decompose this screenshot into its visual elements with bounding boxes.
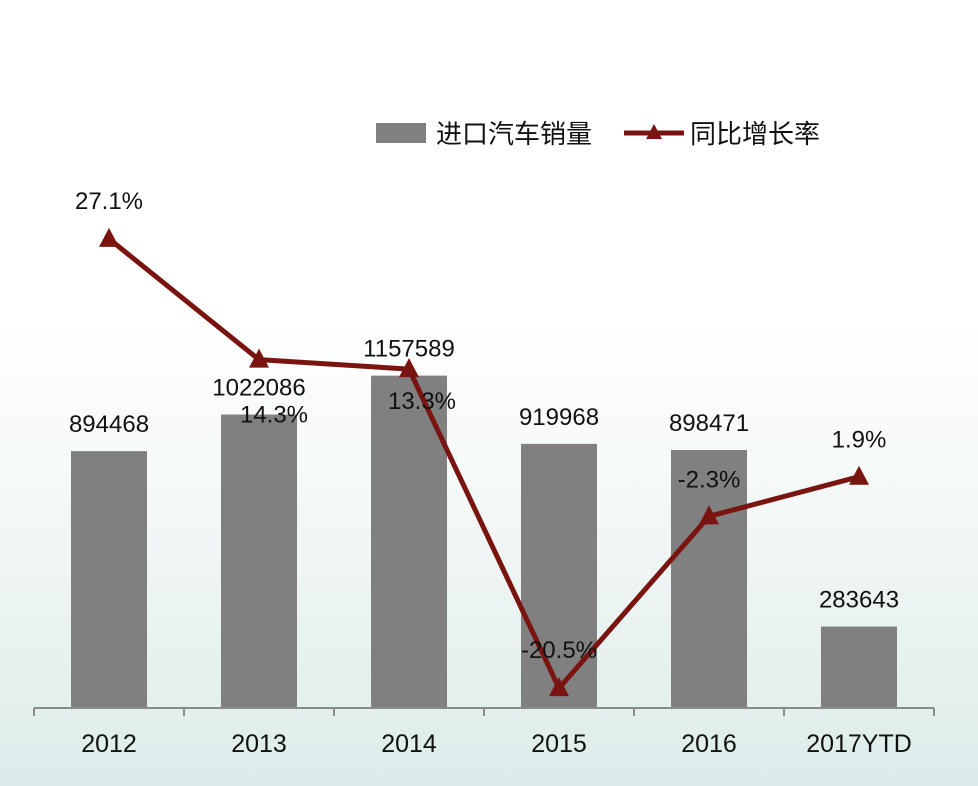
bar — [221, 414, 297, 708]
line-value-label: 27.1% — [75, 188, 143, 215]
line-value-label: 13.3% — [388, 388, 456, 415]
x-tick-label: 2012 — [81, 730, 137, 758]
bar — [821, 626, 897, 708]
growth-rate-line — [107, 236, 860, 691]
bar-value-label: 919968 — [519, 404, 599, 431]
line-value-label: -2.3% — [678, 466, 741, 493]
line-marker — [549, 677, 569, 697]
x-tick-label: 2017YTD — [806, 730, 912, 758]
bar — [371, 375, 447, 708]
line-marker — [399, 358, 419, 378]
bar — [521, 443, 597, 708]
x-axis: 2012 2013 2014 2015 2016 2017YTD — [33, 707, 935, 758]
line-marker — [699, 505, 719, 525]
bar — [671, 450, 747, 708]
bar-value-label: 894468 — [69, 411, 149, 438]
bar-value-label: 898471 — [669, 410, 749, 437]
line-value-label: 14.3% — [240, 402, 308, 429]
legend-label-line: 同比增长率 — [690, 120, 820, 150]
bar-series — [71, 375, 897, 708]
legend-label-bar: 进口汽车销量 — [436, 120, 592, 150]
bar-value-label: 283643 — [819, 587, 899, 614]
line-value-label: 1.9% — [832, 427, 887, 454]
line-marker — [99, 227, 119, 247]
bar-value-label: 1022086 — [212, 375, 305, 402]
line-marker — [249, 348, 269, 368]
legend-swatch-marker — [646, 124, 662, 139]
bar — [71, 451, 147, 708]
line-series — [99, 227, 869, 697]
legend-swatch-bar — [376, 123, 426, 143]
line-marker — [849, 465, 869, 485]
x-tick-label: 2015 — [531, 730, 587, 758]
legend: 进口汽车销量 同比增长率 — [376, 120, 820, 150]
x-tick-label: 2016 — [681, 730, 737, 758]
x-tick-label: 2014 — [381, 730, 437, 758]
line-value-label: -20.5% — [521, 637, 597, 664]
line-data-labels: 27.1% 14.3% 13.3% -20.5% -2.3% 1.9% — [75, 188, 886, 664]
x-tick-label: 2013 — [231, 730, 287, 758]
